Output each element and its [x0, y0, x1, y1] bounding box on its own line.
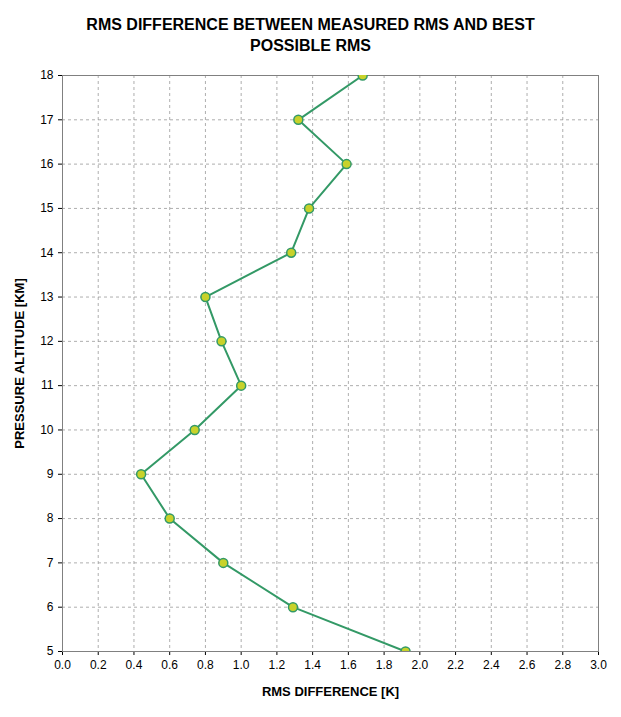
svg-text:6: 6 — [47, 600, 54, 614]
svg-text:0.0: 0.0 — [54, 658, 71, 672]
svg-text:13: 13 — [40, 290, 54, 304]
svg-text:15: 15 — [40, 201, 54, 215]
html-text:RMS DIFFERENCE BETWEEN MEASURE: RMS DIFFERENCE BETWEEN MEASURED RMS AND … — [86, 16, 535, 54]
svg-text:PRESSURE ALTITUDE [KM]: PRESSURE ALTITUDE [KM] — [12, 278, 27, 448]
svg-text:5: 5 — [47, 644, 54, 658]
svg-text:11: 11 — [41, 378, 54, 392]
svg-text:14: 14 — [40, 246, 54, 260]
svg-text:18: 18 — [40, 68, 54, 82]
svg-text:0.8: 0.8 — [197, 658, 214, 672]
svg-text:1.0: 1.0 — [233, 658, 250, 672]
svg-text:1.4: 1.4 — [304, 658, 321, 672]
svg-text:1.2: 1.2 — [269, 658, 286, 672]
svg-text:2.6: 2.6 — [519, 658, 536, 672]
svg-text:RMS DIFFERENCE [K]: RMS DIFFERENCE [K] — [262, 684, 399, 699]
svg-text:0.2: 0.2 — [90, 658, 107, 672]
svg-text:3.0: 3.0 — [590, 658, 607, 672]
svg-text:2.0: 2.0 — [411, 658, 428, 672]
svg-text:16: 16 — [40, 157, 54, 171]
svg-text:8: 8 — [47, 511, 54, 525]
svg-text:9: 9 — [47, 467, 54, 481]
svg-text:2.2: 2.2 — [447, 658, 464, 672]
svg-text:0.4: 0.4 — [126, 658, 143, 672]
svg-text:7: 7 — [47, 556, 54, 570]
svg-text:2.8: 2.8 — [554, 658, 571, 672]
svg-text:12: 12 — [40, 334, 54, 348]
svg-text:2.4: 2.4 — [483, 658, 500, 672]
svg-text:0.6: 0.6 — [161, 658, 178, 672]
svg-text:1.6: 1.6 — [340, 658, 357, 672]
svg-text:17: 17 — [40, 113, 54, 127]
svg-text:10: 10 — [40, 423, 54, 437]
svg-text:1.8: 1.8 — [376, 658, 393, 672]
